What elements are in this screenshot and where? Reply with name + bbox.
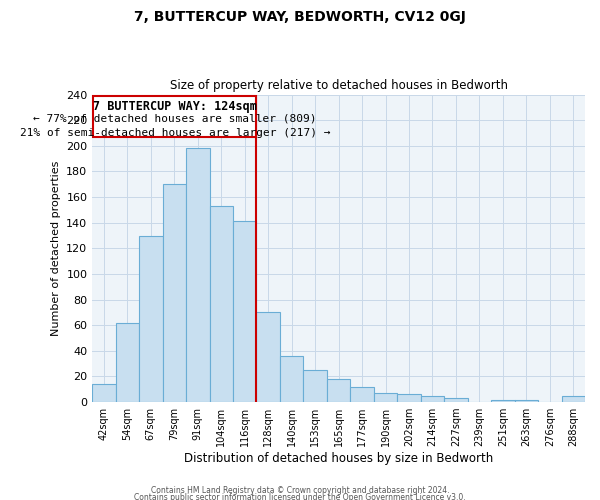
Bar (209, 206, 233, 402)
FancyBboxPatch shape (94, 96, 256, 137)
X-axis label: Distribution of detached houses by size in Bedworth: Distribution of detached houses by size … (184, 452, 493, 465)
Y-axis label: Number of detached properties: Number of detached properties (50, 160, 61, 336)
Bar (233, 222, 256, 402)
Bar (421, 396, 444, 402)
Text: 7 BUTTERCUP WAY: 124sqm: 7 BUTTERCUP WAY: 124sqm (93, 100, 257, 112)
Text: Contains HM Land Registry data © Crown copyright and database right 2024.: Contains HM Land Registry data © Crown c… (151, 486, 449, 495)
Bar (304, 370, 327, 402)
Bar (350, 386, 374, 402)
Bar (491, 400, 515, 402)
Bar (562, 396, 585, 402)
Bar (92, 384, 116, 402)
Bar (280, 356, 304, 402)
Bar (444, 398, 467, 402)
Text: Contains public sector information licensed under the Open Government Licence v3: Contains public sector information licen… (134, 494, 466, 500)
Bar (397, 394, 421, 402)
Text: ← 77% of detached houses are smaller (809): ← 77% of detached houses are smaller (80… (33, 114, 317, 124)
Title: Size of property relative to detached houses in Bedworth: Size of property relative to detached ho… (170, 79, 508, 92)
Bar (256, 312, 280, 402)
Bar (186, 148, 209, 402)
Bar (374, 393, 397, 402)
Bar (116, 322, 139, 402)
Bar (139, 236, 163, 402)
Text: 7, BUTTERCUP WAY, BEDWORTH, CV12 0GJ: 7, BUTTERCUP WAY, BEDWORTH, CV12 0GJ (134, 10, 466, 24)
Text: 21% of semi-detached houses are larger (217) →: 21% of semi-detached houses are larger (… (20, 128, 330, 138)
Bar (327, 379, 350, 402)
Bar (163, 184, 186, 402)
Bar (515, 400, 538, 402)
